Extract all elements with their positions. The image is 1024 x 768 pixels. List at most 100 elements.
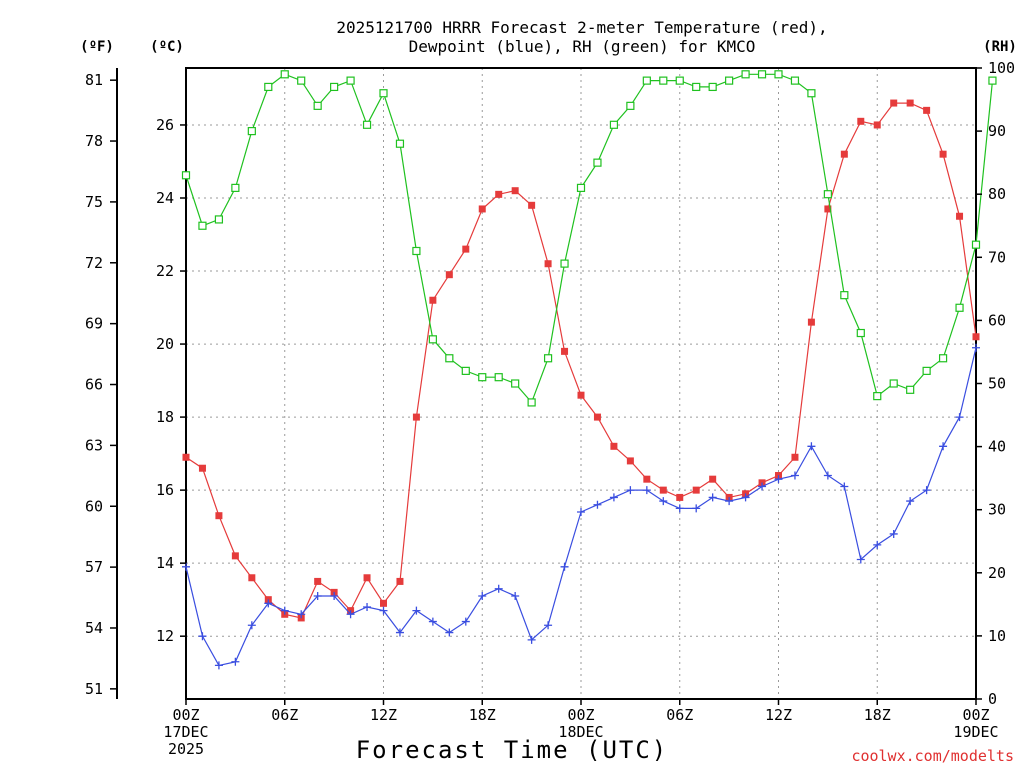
rh-point — [757, 70, 767, 79]
rh-point — [774, 70, 783, 79]
rh-point — [823, 190, 832, 199]
dewpoint-point — [675, 504, 684, 513]
rh-point — [412, 246, 421, 256]
fahrenheit-tick-label: 54 — [85, 619, 103, 637]
dewpoint-point — [906, 497, 915, 506]
dewpoint-point — [527, 635, 536, 644]
dewpoint-point — [593, 500, 602, 509]
rh-point — [741, 70, 750, 79]
temperature-point — [890, 99, 898, 107]
rh-point — [692, 82, 701, 92]
dewpoint-point — [626, 486, 635, 495]
rh-point — [725, 76, 734, 85]
dewpoint-point — [922, 486, 931, 495]
temperature-point — [939, 150, 947, 158]
temperature-point — [215, 512, 223, 520]
fahrenheit-axis-unit: (ºF) — [80, 39, 114, 55]
rh-tick-label: 10 — [988, 627, 1006, 645]
dewpoint-point — [840, 482, 849, 491]
x-tick-label: 06Z — [271, 706, 298, 724]
x-tick-label: 00Z — [567, 706, 594, 724]
rh-series — [181, 70, 997, 407]
temperature-point — [709, 475, 717, 483]
dewpoint-point — [577, 508, 585, 517]
temperature-point — [182, 453, 190, 461]
temperature-point — [626, 457, 634, 465]
celsius-tick-label: 18 — [156, 408, 174, 426]
fahrenheit-tick-label: 60 — [85, 497, 103, 515]
dewpoint-series — [182, 343, 980, 670]
temperature-point — [380, 599, 387, 607]
rh-point — [494, 373, 503, 382]
dewpoint-point — [659, 497, 668, 506]
plot-frame — [185, 67, 977, 700]
rh-point — [873, 392, 882, 401]
temperature-point — [659, 486, 667, 494]
temperature-point — [956, 212, 964, 220]
temperature-point — [511, 187, 519, 195]
celsius-tick-label: 14 — [156, 554, 174, 572]
rh-point — [856, 328, 865, 338]
x-tick-label: 19DEC — [953, 723, 998, 741]
rh-point — [445, 354, 454, 363]
tick-labels: 51 54 57 60 63 66 69 72 75 78 81 12 14 16 18 20 22 24 26 0 1… — [85, 59, 1015, 758]
celsius-axis-unit: (ºC) — [150, 39, 184, 55]
rh-point — [889, 379, 898, 388]
temperature-point — [495, 190, 503, 198]
rh-point — [395, 139, 405, 148]
chart-title-line-2: Dewpoint (blue), RH (green) for KMCO — [409, 37, 756, 56]
rh-point — [346, 76, 355, 85]
temperature-point — [544, 260, 552, 268]
rh-point — [609, 120, 619, 129]
dewpoint-point — [198, 632, 207, 641]
dewpoint-point — [412, 606, 421, 615]
temperature-point — [198, 464, 206, 472]
rh-tick-label: 80 — [988, 185, 1006, 203]
temperature-point — [791, 453, 799, 461]
dewpoint-point — [297, 610, 306, 619]
rh-point — [906, 385, 915, 394]
dewpoint-point — [708, 493, 717, 502]
rh-point — [379, 89, 388, 98]
temperature-point — [906, 99, 914, 107]
x-tick-label: 00Z — [962, 706, 989, 724]
x-tick-label: 12Z — [370, 706, 397, 724]
fahrenheit-tick-label: 81 — [85, 71, 103, 89]
temperature-point — [857, 117, 865, 125]
rh-point — [478, 373, 487, 382]
rh-tick-label: 100 — [988, 59, 1015, 77]
dewpoint-point — [692, 504, 701, 513]
rh-point — [675, 76, 684, 85]
dewpoint-point — [972, 343, 980, 352]
temperature-point — [314, 577, 322, 585]
celsius-tick-label: 26 — [156, 116, 174, 134]
rh-tick-label: 40 — [988, 438, 1006, 456]
dewpoint-point — [264, 599, 273, 608]
rh-tick-label: 30 — [988, 501, 1006, 519]
rh-point — [461, 366, 470, 375]
celsius-tick-label: 24 — [156, 189, 174, 207]
x-tick-label: 18DEC — [558, 723, 603, 741]
dewpoint-point — [758, 482, 767, 491]
dewpoint-point — [939, 442, 948, 451]
rh-point — [214, 215, 224, 224]
rh-point — [988, 76, 997, 85]
rh-point — [922, 366, 931, 375]
rh-point — [297, 76, 306, 85]
dewpoint-point — [511, 592, 520, 601]
dewpoint-point — [725, 497, 734, 506]
rh-tick-label: 50 — [988, 375, 1006, 393]
dewpoint-point — [363, 602, 372, 611]
temperature-point — [824, 205, 832, 213]
celsius-tick-label: 12 — [156, 627, 174, 645]
dewpoint-point — [214, 661, 223, 670]
temperature-point — [643, 475, 651, 483]
dewpoint-point — [741, 493, 750, 502]
rh-point — [428, 335, 437, 344]
temperature-point — [561, 347, 569, 355]
dewpoint-point — [642, 486, 651, 495]
dewpoint-point — [774, 475, 783, 484]
grid-lines — [186, 68, 976, 699]
source-credit: coolwx.com/modelts — [851, 747, 1014, 765]
rh-point — [543, 354, 553, 363]
